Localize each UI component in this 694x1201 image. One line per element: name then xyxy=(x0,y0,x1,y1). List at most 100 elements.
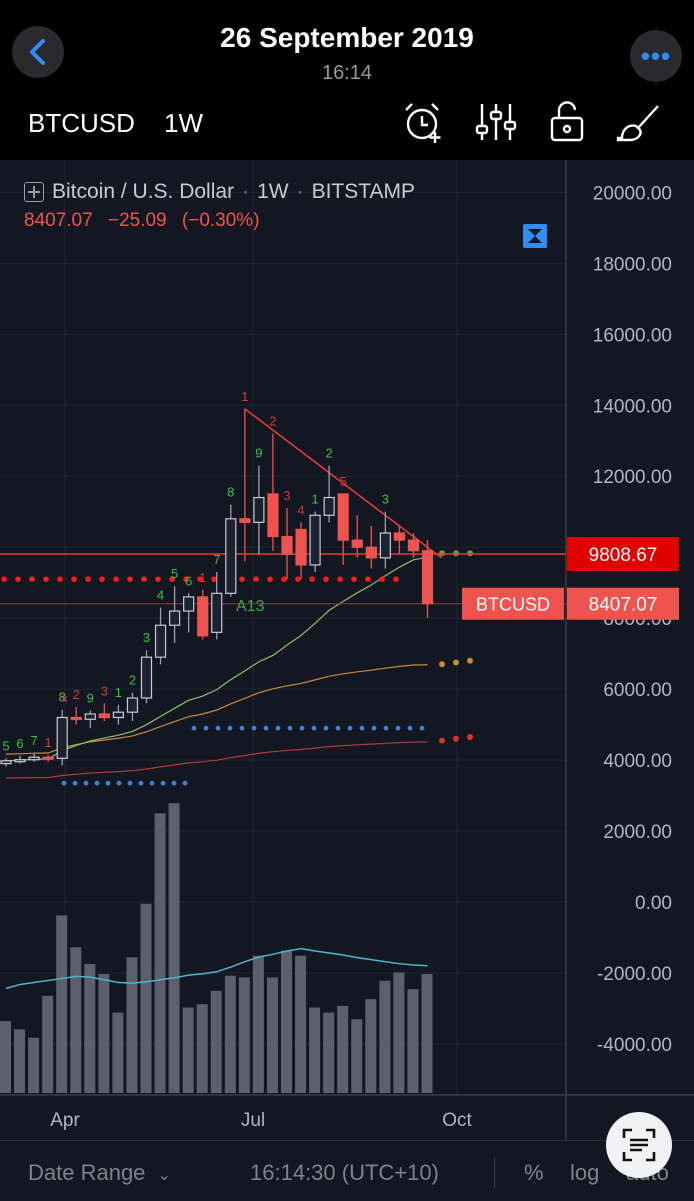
indicator-settings-icon[interactable] xyxy=(474,100,518,144)
alarm-add-icon[interactable] xyxy=(402,100,446,144)
legend-price: 8407.07 xyxy=(24,210,93,231)
count-label-red: 2 xyxy=(73,687,80,702)
blue-dotted-level xyxy=(323,725,329,731)
timeframe-label[interactable]: 1W xyxy=(164,108,203,138)
volume-bar xyxy=(56,915,68,1093)
count-label-green: 8 xyxy=(59,690,66,705)
volume-bar xyxy=(365,999,377,1093)
more-dots-icon: ••• xyxy=(640,40,672,71)
expand-plus-icon[interactable] xyxy=(24,182,44,202)
back-button[interactable] xyxy=(12,26,64,78)
candle-up xyxy=(112,711,125,719)
date-range-button[interactable]: Date Range ⌄ xyxy=(28,1160,171,1186)
candle-up xyxy=(0,760,12,765)
red-dotted-level xyxy=(155,576,161,582)
blue-dotted-level xyxy=(275,725,281,731)
blue-dotted-level xyxy=(83,780,89,786)
red-dotted-level xyxy=(323,576,329,582)
candle-up xyxy=(126,697,139,713)
blue-dotted-level xyxy=(61,780,67,786)
red-dotted-level xyxy=(309,576,315,582)
go-to-realtime-glyph xyxy=(528,229,542,243)
time-tick-label: Jul xyxy=(241,1110,265,1131)
more-button[interactable]: ••• xyxy=(630,30,682,82)
chart-area[interactable]: 5 6 7 1 8 2 9 3 1 2 3 4 5 6 1 7 8 1 9 2 3 4 1 2 5 3 A13 × 20000.00 18… xyxy=(0,160,694,1140)
candle-down xyxy=(295,528,307,566)
candle-down xyxy=(197,596,209,637)
header-time: 16:14 xyxy=(321,62,373,84)
volume-bar xyxy=(98,974,110,1093)
red-dotted-level xyxy=(29,576,35,582)
ma-long-line xyxy=(5,741,428,779)
blue-dotted-level xyxy=(335,725,341,731)
legend-instrument: Bitcoin / U.S. Dollar xyxy=(52,180,235,203)
projection-dot xyxy=(439,737,445,744)
volume-bar xyxy=(126,957,138,1093)
count-label-red: 1 xyxy=(45,735,52,750)
legend-separator: · xyxy=(296,180,304,203)
legend-title[interactable]: Bitcoin / U.S. Dollar · 1W · BITSTAMP xyxy=(24,180,415,204)
red-dotted-level xyxy=(85,576,91,582)
price-tick-label: 14000.00 xyxy=(593,396,672,417)
count-label-green: 2 xyxy=(326,446,333,461)
red-dotted-level xyxy=(141,576,147,582)
red-dotted-level xyxy=(267,576,273,582)
blue-dotted-level xyxy=(72,780,78,786)
clock-readout[interactable]: 16:14:30 (UTC+10) xyxy=(250,1160,439,1185)
percent-toggle[interactable]: % xyxy=(524,1160,544,1185)
red-dotted-level xyxy=(365,576,371,582)
candle-up xyxy=(253,496,265,523)
candle-up xyxy=(84,713,96,720)
volume-ma-line xyxy=(5,947,428,990)
volume-bar xyxy=(210,990,222,1093)
price-tag-current-text: 8407.07 xyxy=(589,595,658,616)
volume-bar xyxy=(28,1037,40,1093)
candle-up xyxy=(28,756,40,761)
blue-dotted-level xyxy=(215,725,221,731)
legend-timeframe: 1W xyxy=(257,180,289,203)
blue-dotted-level xyxy=(171,780,177,786)
blue-dotted-level xyxy=(203,725,209,731)
unlock-icon[interactable] xyxy=(546,100,590,144)
volume-bar xyxy=(140,903,152,1093)
brush-icon[interactable] xyxy=(616,100,660,144)
blue-dotted-level xyxy=(105,780,111,786)
count-label-green: 5 xyxy=(2,738,9,753)
time-tick-label: Oct xyxy=(442,1110,472,1131)
price-tick-label: 6000.00 xyxy=(603,680,672,701)
blue-dotted-level xyxy=(138,780,144,786)
candle-down xyxy=(42,756,54,760)
red-dotted-level xyxy=(393,576,399,582)
red-dotted-level xyxy=(281,576,287,582)
blue-dotted-level xyxy=(407,725,413,731)
ma-mid-line xyxy=(5,664,428,755)
back-chevron-icon xyxy=(30,39,45,65)
price-tick-label: 2000.00 xyxy=(603,822,672,843)
price-tick-label: -2000.00 xyxy=(597,964,672,985)
text-scan-button[interactable] xyxy=(606,1112,672,1178)
blue-dotted-level xyxy=(160,780,166,786)
red-dotted-level xyxy=(351,576,357,582)
top-header: 26 September 2019 16:14 ••• BTCUSD 1W xyxy=(0,0,694,160)
candle-up xyxy=(211,592,223,633)
volume-bar xyxy=(70,947,82,1093)
symbol-label[interactable]: BTCUSD xyxy=(28,108,135,138)
volume-bar xyxy=(224,975,236,1093)
blue-dotted-level xyxy=(94,780,100,786)
projection-dot xyxy=(453,659,459,666)
log-toggle[interactable]: log xyxy=(570,1160,600,1185)
red-dotted-level xyxy=(379,576,385,582)
candle-up xyxy=(183,596,195,612)
projection-dot xyxy=(453,735,459,742)
descending-trendline xyxy=(244,408,443,559)
blue-dotted-level xyxy=(371,725,377,731)
volume-bar xyxy=(14,1029,26,1093)
volume-bar xyxy=(421,974,433,1093)
projection-dot xyxy=(467,657,473,664)
candle-down xyxy=(98,713,110,719)
volume-bar xyxy=(252,955,264,1093)
blue-dotted-level xyxy=(263,725,269,731)
volume-bar xyxy=(168,803,180,1093)
date-range-label: Date Range xyxy=(28,1160,146,1185)
